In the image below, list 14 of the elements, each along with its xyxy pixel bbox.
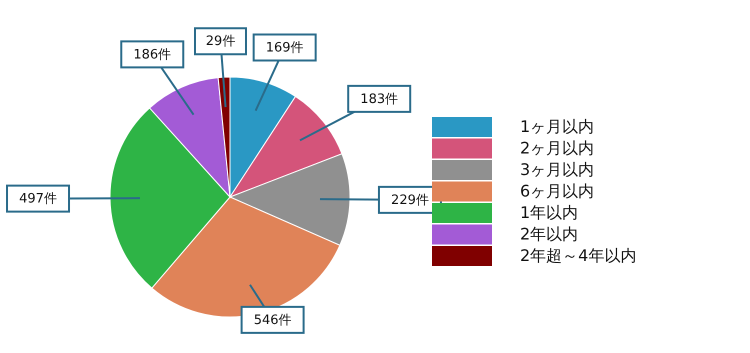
data-label: 183件 (360, 92, 398, 107)
data-label: 29件 (206, 34, 236, 50)
legend-label: 3ヶ月以内 (520, 160, 594, 179)
legend-label: 6ヶ月以内 (520, 182, 594, 200)
data-label: 546件 (254, 312, 292, 328)
legend-label: 1ヶ月以内 (520, 117, 594, 136)
legend-label: 2年以内 (520, 224, 578, 244)
data-label: 186件 (133, 47, 172, 62)
legend-label: 2年超～4年以内 (520, 246, 636, 265)
legend-label: 2ヶ月以内 (520, 138, 594, 158)
data-label: 169件 (266, 40, 304, 56)
legend-label: 1年以内 (520, 203, 578, 222)
data-label: 229件 (391, 192, 429, 208)
data-label: 497件 (19, 192, 57, 207)
